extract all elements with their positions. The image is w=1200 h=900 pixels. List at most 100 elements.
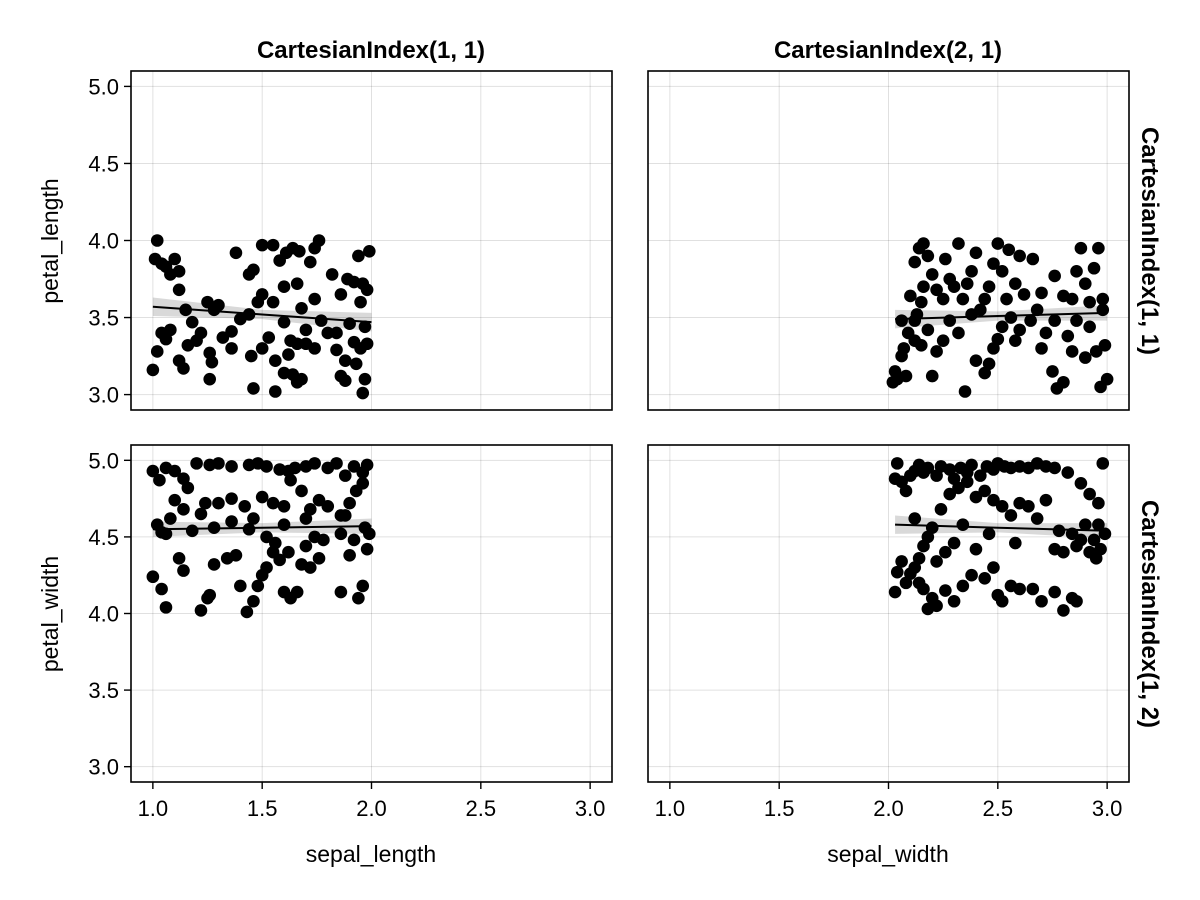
scatter-point [293,244,306,258]
scatter-point [150,345,164,358]
scatter-point [150,234,164,247]
scatter-point [987,342,1000,355]
scatter-point [312,493,326,507]
scatter-point [225,342,238,355]
scatter-point [354,295,367,309]
scatter-point [936,334,950,347]
scatter-point [347,335,361,349]
x-tick-label: 2.5 [983,796,1014,821]
scatter-point [899,576,913,590]
grid-lines [648,445,1129,782]
scatter-point [1039,493,1053,507]
scatter-point [308,530,321,544]
scatter-point [312,234,326,247]
scatter-point [146,363,160,377]
scatter-point [939,584,952,597]
scatter-point [952,326,965,340]
scatter-point [965,458,978,472]
scatter-point [930,555,943,568]
scatter-point [1017,288,1031,301]
x-tick-label: 2.0 [873,796,904,821]
scatter-point [960,277,974,290]
y-tick-label: 5.0 [88,448,119,473]
scatter-point [363,244,376,258]
scatter-point [921,461,935,475]
scatter-point [930,599,943,613]
scatter-point [1083,295,1096,309]
scatter-point [290,277,304,290]
scatter-point [321,326,335,340]
scatter-point [1052,524,1066,538]
scatter-point [987,493,1000,507]
scatter-point [995,265,1009,278]
scatter-point [225,492,238,505]
scatter-point [312,552,326,565]
scatter-point [299,323,313,337]
scatter-point [216,331,230,344]
scatter-point [338,509,352,522]
y-tick-label: 4.5 [88,525,119,550]
scatter-point [352,591,365,605]
scatter-point [965,265,978,278]
scatter-point [172,265,186,278]
scatter-point [908,314,922,327]
scatter-point [343,548,356,562]
scatter-point [356,579,370,593]
scatter-point [1083,487,1096,501]
scatter-point [358,521,372,535]
panel-frame [647,70,1130,411]
scatter-point [164,512,177,525]
scatter-point [338,469,352,482]
scatter-point [199,496,212,510]
scatter-point [1083,545,1096,559]
scatter-point [212,496,225,510]
scatter-point [212,457,225,470]
scatter-point [172,552,186,565]
scatter-point [899,369,913,383]
scatter-point [969,542,983,556]
scatter-point [255,490,269,504]
scatter-point [347,533,361,547]
x-tick-label: 3.0 [575,796,606,821]
scatter-point [194,507,208,521]
scatter-point [995,320,1009,334]
scatter-point [314,314,328,327]
scatter-point [1046,365,1059,378]
scatter-point [352,249,365,263]
scatter-point [925,268,939,281]
scatter-point [1057,375,1070,389]
scatter-point [956,518,970,531]
scatter-point [1009,277,1022,290]
scatter-point [899,484,913,498]
x-tick-label: 2.5 [466,796,497,821]
scatter-point [185,524,199,538]
scatter-point [947,280,961,294]
scatter-point [1083,320,1096,334]
scatter-point [1002,243,1016,257]
y-tick-label: 3.0 [88,383,119,408]
scatter-point [1039,326,1053,340]
grid-lines [131,71,612,410]
scatter-point [356,386,370,400]
scatter-point [947,536,961,550]
scatter-point [965,308,978,321]
scatter-point [925,369,939,383]
scatter-point [969,354,983,367]
y-axis-label-bottom: petal_width [37,556,63,672]
scatter-point [930,345,943,358]
scatter-point [939,252,952,266]
scatter-point [914,295,928,309]
scatter-point [238,499,251,513]
scatter-point [299,539,313,553]
scatter-point [262,331,276,344]
scatter-point [181,481,195,495]
scatter-point [260,460,273,473]
scatter-point [1030,303,1044,317]
scatter-point [269,536,282,550]
scatter-point [295,484,308,498]
scatter-point [958,385,972,398]
scatter-point [956,292,970,306]
scatter-point [260,561,273,574]
x-tick-label: 1.5 [764,796,795,821]
